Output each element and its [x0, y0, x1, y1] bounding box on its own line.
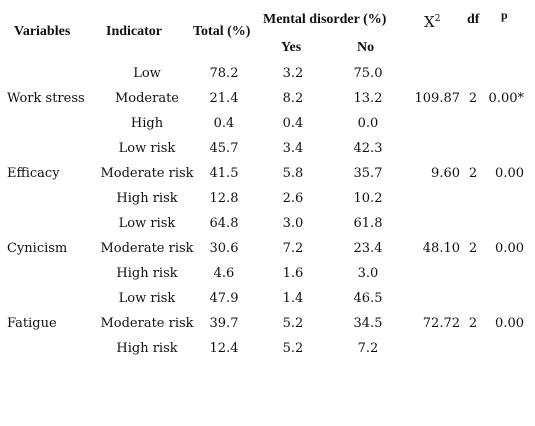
yes-cell: 1.4 [282, 291, 304, 306]
total-cell: 39.7 [209, 316, 239, 331]
chi-square-value: 109.87 [414, 91, 461, 106]
header-variables: Variables [14, 24, 71, 39]
chi-square-value: 72.72 [422, 316, 460, 331]
no-cell: 0.0 [357, 116, 379, 131]
indicator-cell: Moderate risk [100, 241, 194, 256]
header-indicator: Indicator [106, 24, 162, 39]
variable-cell: Efficacy [7, 166, 60, 181]
indicator-cell: Moderate risk [100, 166, 194, 181]
df-value: 2 [468, 166, 478, 181]
indicator-cell: High risk [116, 191, 178, 206]
total-cell: 12.8 [209, 191, 239, 206]
indicator-cell: Moderate risk [100, 316, 194, 331]
header-yes: Yes [281, 40, 302, 55]
header-p: p [501, 8, 508, 22]
yes-cell: 7.2 [282, 241, 304, 256]
yes-cell: 0.4 [282, 116, 304, 131]
header-no: No [357, 40, 375, 55]
total-cell: 45.7 [209, 141, 239, 156]
df-value: 2 [468, 91, 478, 106]
yes-cell: 3.2 [282, 66, 304, 81]
variable-cell: Work stress [7, 91, 85, 106]
p-value: 0.00* [488, 91, 524, 106]
chi-square-symbol: X [424, 13, 435, 31]
indicator-cell: High [130, 116, 164, 131]
yes-cell: 5.2 [282, 341, 304, 356]
indicator-cell: Low risk [118, 291, 176, 306]
df-value: 2 [468, 241, 478, 256]
p-value: 0.00 [495, 316, 524, 331]
header-chi-square: X2 [424, 15, 440, 30]
no-cell: 10.2 [353, 191, 383, 206]
no-cell: 46.5 [353, 291, 383, 306]
yes-cell: 3.0 [282, 216, 304, 231]
total-cell: 0.4 [213, 116, 235, 131]
chi-square-value: 48.10 [422, 241, 460, 256]
df-value: 2 [468, 316, 478, 331]
yes-cell: 2.6 [282, 191, 304, 206]
total-cell: 4.6 [213, 266, 235, 281]
header-mental-disorder: Mental disorder (%) [263, 12, 387, 27]
yes-cell: 5.2 [282, 316, 304, 331]
indicator-cell: Low risk [118, 141, 176, 156]
no-cell: 75.0 [353, 66, 383, 81]
yes-cell: 8.2 [282, 91, 304, 106]
yes-cell: 3.4 [282, 141, 304, 156]
total-cell: 78.2 [209, 66, 239, 81]
yes-cell: 1.6 [282, 266, 304, 281]
variable-cell: Cynicism [7, 241, 68, 256]
indicator-cell: Low [133, 66, 161, 81]
no-cell: 23.4 [353, 241, 383, 256]
total-cell: 12.4 [209, 341, 239, 356]
yes-cell: 5.8 [282, 166, 304, 181]
no-cell: 3.0 [357, 266, 379, 281]
indicator-cell: High risk [116, 266, 178, 281]
p-value: 0.00 [495, 166, 524, 181]
chi-square-superscript: 2 [434, 14, 441, 24]
no-cell: 34.5 [353, 316, 383, 331]
total-cell: 41.5 [209, 166, 239, 181]
no-cell: 7.2 [357, 341, 379, 356]
p-value: 0.00 [495, 241, 524, 256]
total-cell: 30.6 [209, 241, 239, 256]
total-cell: 21.4 [209, 91, 239, 106]
variable-cell: Fatigue [7, 316, 57, 331]
no-cell: 42.3 [353, 141, 383, 156]
header-total: Total (%) [193, 24, 251, 39]
chi-square-value: 9.60 [431, 166, 460, 181]
total-cell: 64.8 [209, 216, 239, 231]
no-cell: 13.2 [353, 91, 383, 106]
header-df: df [467, 12, 480, 27]
indicator-cell: Low risk [118, 216, 176, 231]
indicator-cell: High risk [116, 341, 178, 356]
no-cell: 61.8 [353, 216, 383, 231]
indicator-cell: Moderate [114, 91, 180, 106]
total-cell: 47.9 [209, 291, 239, 306]
no-cell: 35.7 [353, 166, 383, 181]
